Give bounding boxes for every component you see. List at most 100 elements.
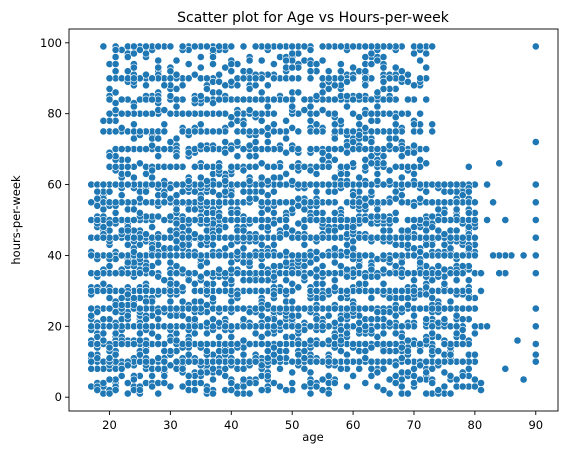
scatter-point [367,109,376,118]
scatter-point [233,138,242,146]
scatter-point [269,95,278,104]
scatter-point [440,279,449,288]
scatter-point [172,85,181,93]
scatter-point [361,162,370,171]
scatter-point [142,315,150,324]
scatter-point [160,191,169,200]
scatter-point [257,276,266,285]
scatter-point [440,315,449,324]
scatter-point [330,187,339,196]
scatter-point [135,350,144,359]
scatter-point [172,180,181,189]
scatter-point [190,279,199,288]
scatter-point [190,386,199,394]
scatter-point [464,244,473,253]
scatter-point [288,49,297,58]
scatter-point [410,311,418,320]
scatter-point [397,322,406,331]
scatter-point [288,74,297,83]
scatter-point [227,145,236,153]
scatter-point [105,95,114,104]
scatter-point [531,340,540,348]
scatter-point [379,279,388,288]
scatter-point [263,191,272,200]
scatter-point [410,49,418,58]
scatter-point [239,233,248,242]
scatter-point [343,357,351,366]
scatter-point [269,60,278,68]
scatter-point [111,162,120,171]
scatter-point [154,315,163,324]
scatter-point [269,120,278,129]
scatter-point [464,276,473,285]
scatter-point [434,386,443,394]
scatter-point [391,379,400,387]
scatter-point [202,85,211,93]
scatter-point [172,304,181,313]
scatter-point [263,354,272,363]
scatter-point [489,251,497,260]
scatter-point [263,371,272,380]
scatter-point [330,120,339,129]
scatter-point [324,180,333,189]
scatter-point [123,226,132,235]
scatter-point [233,269,242,278]
scatter-point [263,223,272,231]
scatter-point [196,240,205,249]
scatter-point [227,304,236,313]
scatter-point [361,304,370,313]
scatter-point [239,95,248,104]
scatter-point [87,364,96,373]
scatter-point [428,304,437,313]
scatter-point [135,208,144,217]
scatter-point [458,382,467,391]
scatter-point [410,120,418,129]
scatter-point [269,379,278,387]
scatter-point [142,145,150,153]
scatter-point [129,74,138,83]
scatter-point [172,134,181,143]
scatter-point [373,145,382,153]
scatter-point [269,74,278,83]
scatter-point [269,208,278,217]
scatter-point [129,120,138,129]
scatter-point [251,162,260,171]
scatter-point [288,357,297,366]
scatter-point [391,134,400,143]
scatter-point [276,233,284,242]
scatter-point [531,357,540,366]
scatter-point [446,350,455,359]
scatter-point [245,258,254,267]
scatter-point [221,364,230,373]
scatter-point [257,340,266,348]
scatter-point [294,219,303,228]
scatter-point [422,233,431,242]
scatter-point [209,127,217,136]
scatter-point [184,74,193,83]
scatter-point [160,304,169,313]
scatter-point [178,311,187,320]
scatter-point [306,145,315,153]
scatter-point [160,127,169,136]
scatter-point [391,145,400,153]
scatter-point [397,109,406,118]
scatter-point [172,56,181,65]
scatter-point [531,216,540,224]
scatter-point [263,198,272,207]
scatter-point [410,81,418,90]
scatter-point [184,233,193,242]
scatter-point [154,56,163,65]
scatter-point [123,258,132,267]
scatter-point [343,102,351,111]
scatter-point [251,138,260,146]
scatter-point [209,53,217,61]
scatter-point [403,389,412,398]
scatter-point [209,294,217,302]
scatter-point [245,56,254,65]
scatter-point [458,315,467,324]
scatter-point [470,350,479,359]
scatter-point [227,258,236,267]
scatter-point [257,95,266,104]
scatter-point [239,322,248,331]
scatter-point [349,191,357,200]
